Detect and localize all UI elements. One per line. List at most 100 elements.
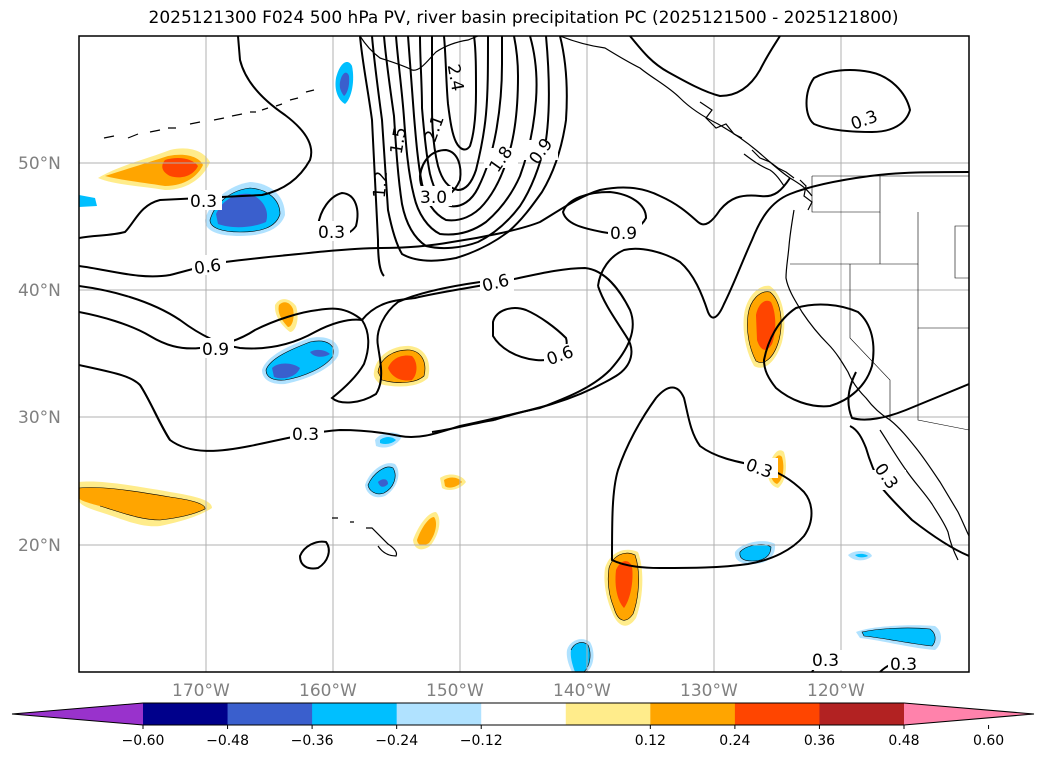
lon-label-140w: 140°W bbox=[553, 681, 611, 701]
coastline-hawaii bbox=[332, 517, 398, 557]
pv-contour-line bbox=[79, 266, 634, 452]
contour-label: 0.3 bbox=[318, 223, 345, 243]
colorbar-tick-label: −0.24 bbox=[375, 733, 418, 749]
colorbar-swatch bbox=[143, 703, 229, 725]
precip-negative-area bbox=[855, 553, 868, 558]
coastline-north bbox=[559, 36, 813, 197]
contour-label: 0.3 bbox=[190, 192, 217, 212]
colorbar-extend-low bbox=[12, 703, 143, 725]
pv-contour-line bbox=[359, 36, 385, 277]
lon-label-150w: 150°W bbox=[426, 681, 484, 701]
colorbar-tick-label: −0.12 bbox=[460, 733, 503, 749]
precipitation-fields bbox=[79, 62, 942, 672]
precip-negative-area bbox=[378, 479, 388, 487]
colorbar-tick-label: −0.60 bbox=[122, 733, 165, 749]
colorbar-swatch bbox=[312, 703, 398, 725]
colorbar-swatch bbox=[650, 703, 736, 725]
coastline-north bbox=[751, 149, 795, 179]
colorbar-swatch bbox=[481, 703, 567, 725]
precip-positive-area bbox=[388, 355, 417, 381]
lat-label-20n: 20°N bbox=[18, 536, 61, 556]
lat-label-30n: 30°N bbox=[18, 408, 61, 428]
precip-positive-area bbox=[444, 477, 462, 488]
pv-contour-line bbox=[371, 36, 568, 262]
precip-negative-area bbox=[380, 437, 396, 444]
precip-negative-area bbox=[216, 193, 268, 228]
coastline-vancouver bbox=[743, 153, 785, 187]
contour-label: 1.2 bbox=[370, 170, 392, 199]
pv-contour-line bbox=[629, 36, 781, 98]
latitude-labels: 50°N 40°N 30°N 20°N bbox=[18, 154, 61, 556]
lon-label-160w: 160°W bbox=[299, 681, 357, 701]
pv-contour-line bbox=[493, 285, 633, 421]
pv-contour-line bbox=[561, 190, 648, 235]
colorbar-swatch bbox=[565, 703, 651, 725]
colorbar: −0.60 −0.48 −0.36 −0.24 −0.12 0.12 0.24 0.36 0.4… bbox=[11, 702, 1035, 749]
precip-negative-area bbox=[570, 642, 591, 672]
precip-negative-area bbox=[739, 544, 771, 561]
pv-contour-line bbox=[395, 36, 538, 236]
precip-positive-area bbox=[615, 561, 633, 608]
precip-negative-area bbox=[272, 363, 300, 379]
contour-label: 0.9 bbox=[610, 224, 637, 244]
precip-positive-area bbox=[417, 517, 437, 546]
colorbar-tick-label: 0.24 bbox=[719, 733, 750, 749]
contour-label: 0.3 bbox=[812, 651, 839, 671]
precip-negative-area bbox=[862, 628, 936, 646]
pv-contour-line bbox=[430, 36, 489, 192]
pv-contour-line bbox=[847, 371, 969, 421]
coastline-baja bbox=[879, 429, 959, 561]
pv-contour-line bbox=[317, 281, 481, 404]
pv-contour-line bbox=[139, 384, 171, 441]
precip-outlines bbox=[79, 187, 936, 672]
lat-label-50n: 50°N bbox=[18, 154, 61, 174]
pv-contour-line bbox=[298, 540, 330, 570]
contour-label: 2.4 bbox=[443, 63, 467, 93]
coastline-north bbox=[799, 179, 813, 211]
lon-label-130w: 130°W bbox=[680, 681, 738, 701]
colorbar-extend-high bbox=[904, 703, 1034, 725]
pv-contour-line bbox=[431, 419, 495, 433]
pv-contour-line bbox=[762, 303, 875, 408]
pv-contour-line bbox=[383, 36, 550, 250]
contour-label: 0.3 bbox=[890, 655, 917, 675]
lon-label-120w: 120°W bbox=[807, 681, 865, 701]
colorbar-tick-label: −0.48 bbox=[206, 733, 249, 749]
precip-positive-area bbox=[756, 300, 776, 350]
coastlines bbox=[103, 36, 969, 561]
pv-contour-line bbox=[443, 36, 478, 151]
colorbar-swatch bbox=[396, 703, 482, 725]
precip-positive-area bbox=[278, 302, 294, 327]
coastline-us bbox=[785, 209, 969, 537]
lat-label-40n: 40°N bbox=[18, 281, 61, 301]
precip-negative-area bbox=[339, 72, 350, 96]
pv-contour-line bbox=[492, 307, 568, 362]
colorbar-tick-label: 0.12 bbox=[635, 733, 666, 749]
colorbar-tick-label: −0.36 bbox=[291, 733, 334, 749]
lon-label-170w: 170°W bbox=[172, 681, 230, 701]
state-borders bbox=[790, 175, 969, 431]
contour-label: 0.6 bbox=[193, 256, 223, 280]
contour-label-backgrounds bbox=[188, 108, 922, 672]
colorbar-swatch bbox=[227, 703, 313, 725]
coastline-aleutians bbox=[103, 89, 315, 139]
contour-label: 0.9 bbox=[202, 340, 229, 360]
map-border bbox=[78, 35, 970, 673]
map-title: 2025121300 F024 500 hPa PV, river basin … bbox=[148, 8, 899, 28]
pv-contour-line bbox=[597, 171, 969, 319]
precip-negative-area bbox=[79, 195, 97, 207]
contour-label: 0.3 bbox=[292, 425, 319, 445]
precip-negative-area bbox=[310, 349, 330, 357]
coastline-north bbox=[699, 101, 743, 139]
pv-contour-line bbox=[407, 36, 520, 222]
pv-contour-line bbox=[79, 36, 313, 239]
colorbar-tick-label: 0.48 bbox=[888, 733, 919, 749]
contour-label: 1.5 bbox=[387, 126, 411, 156]
pv-contour-line bbox=[805, 69, 912, 134]
pv-contours bbox=[79, 36, 969, 672]
colorbar-swatch bbox=[819, 703, 905, 725]
colorbar-tick-label: 0.36 bbox=[804, 733, 835, 749]
colorbar-swatch bbox=[734, 703, 820, 725]
longitude-labels: 170°W 160°W 150°W 140°W 130°W 120°W bbox=[172, 681, 865, 701]
